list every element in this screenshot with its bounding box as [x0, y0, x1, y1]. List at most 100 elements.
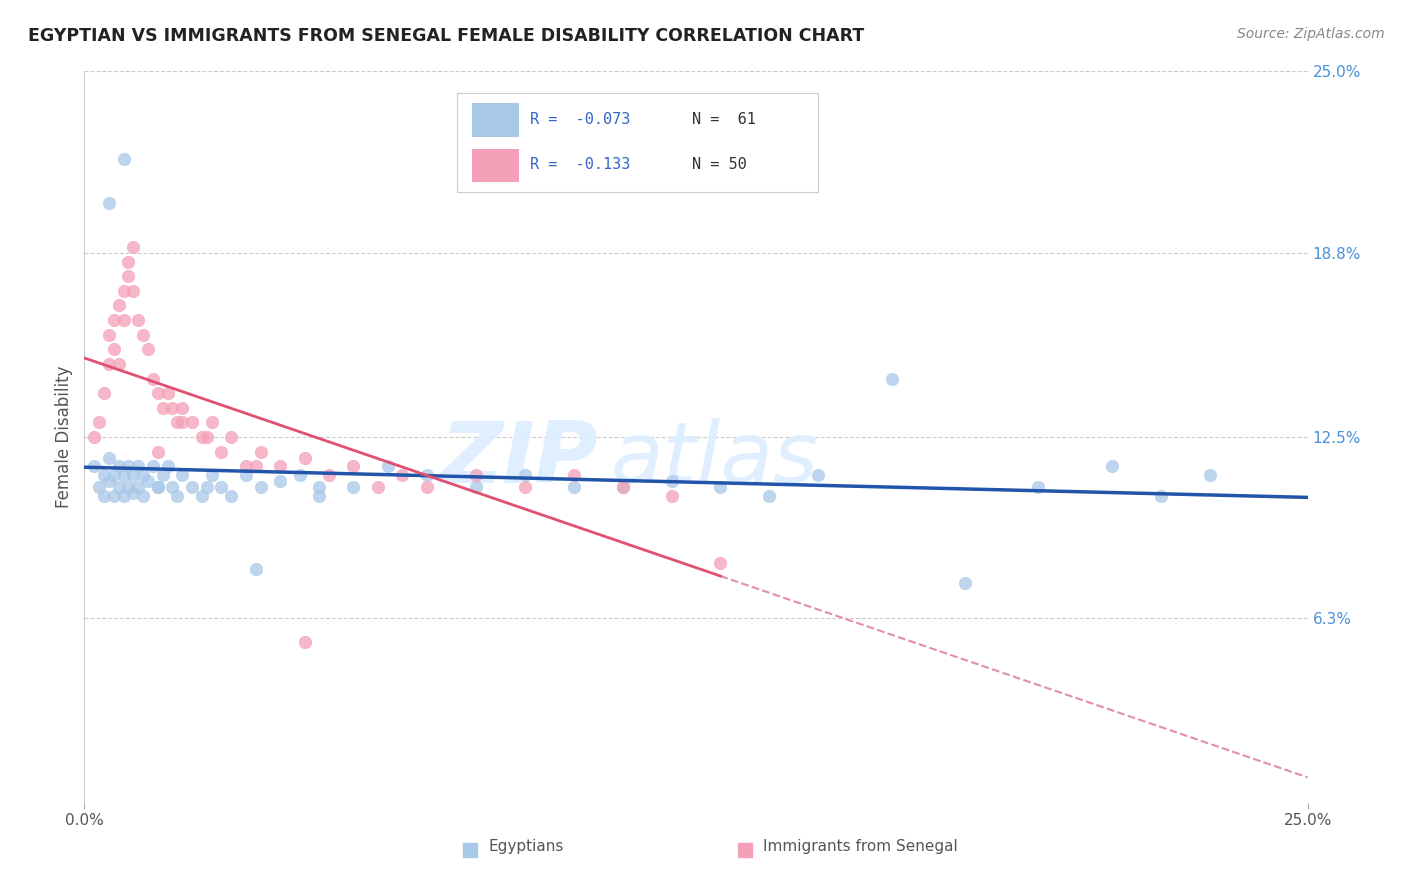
Point [294, 635, 316, 649]
Point [181, 480, 204, 494]
Point [288, 468, 311, 483]
Point [97, 474, 120, 488]
Point [181, 416, 204, 430]
Text: Source: ZipAtlas.com: Source: ZipAtlas.com [1237, 27, 1385, 41]
Point [166, 489, 188, 503]
Point [152, 401, 174, 415]
Point [219, 430, 242, 444]
Point [661, 474, 683, 488]
Point [1101, 459, 1123, 474]
Point [162, 480, 184, 494]
Point [294, 450, 316, 465]
Point [172, 416, 194, 430]
Point [219, 489, 242, 503]
Point [132, 489, 155, 503]
Point [953, 576, 976, 591]
Point [112, 313, 135, 327]
Point [97, 196, 120, 211]
Point [83, 459, 105, 474]
Point [112, 284, 135, 298]
Point [83, 430, 105, 444]
Point [112, 489, 135, 503]
Point [513, 480, 536, 494]
Point [117, 459, 139, 474]
Point [513, 468, 536, 483]
Point [342, 480, 364, 494]
Point [200, 416, 222, 430]
Point [612, 480, 634, 494]
Point [235, 468, 257, 483]
Point [103, 489, 125, 503]
Point [191, 430, 214, 444]
Point [709, 556, 731, 570]
Point [562, 480, 585, 494]
Point [269, 474, 291, 488]
Point [117, 269, 139, 284]
Point [127, 313, 149, 327]
Point [93, 489, 115, 503]
Point [166, 416, 188, 430]
Point [146, 480, 169, 494]
Point [107, 459, 129, 474]
Point [136, 474, 159, 488]
Point [318, 468, 340, 483]
Point [93, 468, 115, 483]
Point [416, 468, 439, 483]
Point [562, 468, 585, 483]
Point [249, 444, 271, 458]
Point [200, 468, 222, 483]
Point [1150, 489, 1173, 503]
Point [235, 459, 257, 474]
Point [172, 468, 194, 483]
Point [142, 459, 165, 474]
Point [146, 480, 169, 494]
Point [103, 343, 125, 357]
Point [367, 480, 389, 494]
Point [87, 416, 110, 430]
Point [112, 468, 135, 483]
Text: Immigrants from Senegal: Immigrants from Senegal [763, 839, 957, 855]
Point [172, 401, 194, 415]
Point [1198, 468, 1220, 483]
Point [195, 480, 218, 494]
Point [112, 152, 135, 166]
Point [146, 386, 169, 401]
Y-axis label: Female Disability: Female Disability [55, 366, 73, 508]
Point [1028, 480, 1050, 494]
Point [249, 480, 271, 494]
Point [464, 480, 486, 494]
Point [97, 450, 120, 465]
Point [107, 298, 129, 312]
Point [107, 357, 129, 371]
Point [122, 284, 145, 298]
Point [136, 343, 159, 357]
Point [122, 468, 145, 483]
Point [152, 468, 174, 483]
Point [93, 386, 115, 401]
Point [156, 386, 179, 401]
Point [127, 459, 149, 474]
Point [107, 480, 129, 494]
Point [122, 485, 145, 500]
Point [807, 468, 830, 483]
Point [142, 371, 165, 385]
Point [97, 357, 120, 371]
Point [87, 480, 110, 494]
Point [880, 371, 903, 385]
Point [245, 562, 267, 576]
Point [464, 468, 486, 483]
Point [127, 480, 149, 494]
Point [245, 459, 267, 474]
Point [117, 254, 139, 268]
Point [103, 313, 125, 327]
Text: EGYPTIAN VS IMMIGRANTS FROM SENEGAL FEMALE DISABILITY CORRELATION CHART: EGYPTIAN VS IMMIGRANTS FROM SENEGAL FEMA… [28, 27, 865, 45]
Point [758, 489, 780, 503]
Point [377, 459, 399, 474]
Point [191, 489, 214, 503]
Point [308, 480, 330, 494]
Point [97, 327, 120, 342]
Point [269, 459, 291, 474]
Point [416, 480, 439, 494]
Point [146, 444, 169, 458]
Point [709, 480, 731, 494]
